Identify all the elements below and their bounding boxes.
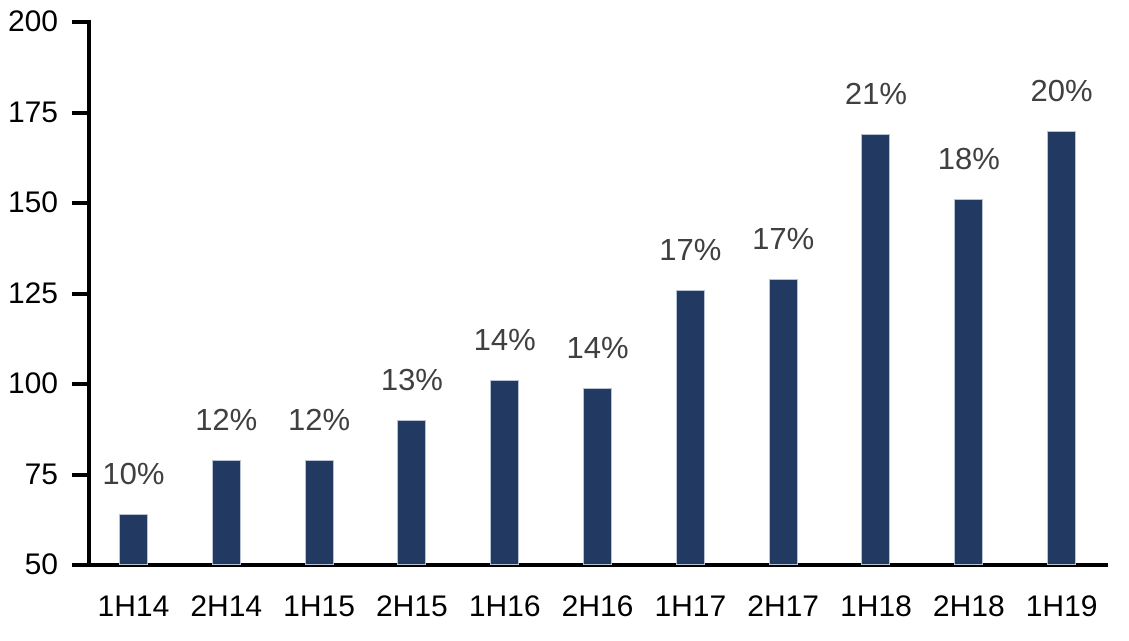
y-tick-label: 125 [7, 276, 58, 310]
y-tick-label: 50 [24, 548, 58, 581]
x-tick-label: 2H16 [561, 590, 634, 623]
x-tick-label: 1H18 [840, 590, 912, 623]
y-tick-mark [72, 291, 88, 296]
bar [211, 460, 241, 565]
x-tick-label: 2H15 [376, 590, 448, 623]
y-tick-mark [72, 563, 88, 567]
bar [118, 514, 148, 565]
bar-value-label: 13% [380, 362, 443, 398]
bar [768, 279, 798, 565]
bar [1047, 130, 1077, 565]
x-tick-label: 2H17 [747, 590, 819, 623]
bar-value-label: 12% [288, 402, 351, 438]
bar-value-label: 14% [473, 322, 536, 358]
bar [675, 289, 705, 565]
bar-value-label: 18% [937, 141, 1000, 177]
bar [954, 199, 984, 565]
y-tick-label: 75 [24, 457, 58, 491]
bar [397, 420, 427, 565]
y-tick-mark [72, 201, 88, 205]
y-tick-label: 100 [7, 367, 58, 400]
bar-value-label: 17% [752, 221, 815, 257]
bar [304, 460, 334, 565]
y-tick-label: 200 [7, 5, 58, 38]
y-tick-mark [72, 382, 88, 386]
y-tick-label: 150 [7, 186, 58, 219]
y-tick-mark [72, 110, 88, 115]
bar-value-label: 17% [659, 231, 722, 267]
x-tick-label: 1H15 [283, 590, 355, 623]
bar [861, 134, 891, 565]
y-tick-mark [72, 472, 88, 477]
x-tick-label: 1H16 [468, 590, 541, 623]
bar-value-label: 20% [1030, 72, 1093, 108]
x-axis-line [87, 563, 1108, 567]
bar-value-label: 14% [566, 329, 629, 365]
x-tick-label: 1H14 [97, 590, 170, 623]
x-tick-label: 1H19 [1025, 590, 1098, 623]
bar-value-label: 10% [102, 456, 165, 492]
x-tick-label: 2H14 [190, 590, 263, 623]
x-tick-label: 2H18 [932, 590, 1005, 623]
bar [490, 380, 520, 565]
y-axis-line [87, 20, 91, 567]
y-tick-mark [72, 20, 88, 24]
x-tick-label: 1H17 [654, 590, 727, 623]
y-tick-label: 175 [7, 95, 58, 129]
bar-value-label: 21% [844, 76, 907, 112]
bar [583, 387, 612, 565]
bar-value-label: 12% [195, 402, 258, 438]
